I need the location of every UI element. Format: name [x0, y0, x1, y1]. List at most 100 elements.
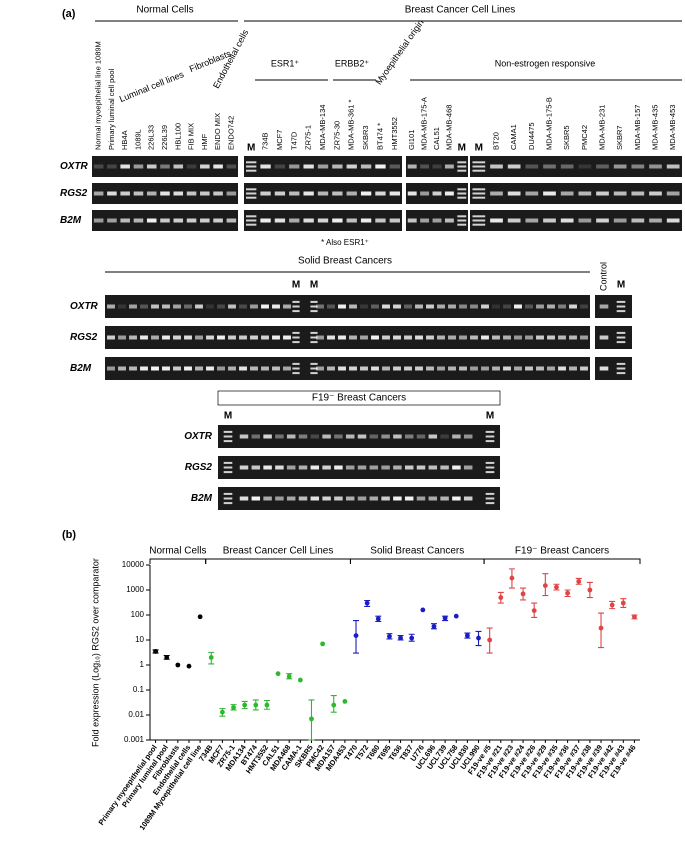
gel-band [452, 434, 461, 439]
ladder-band [457, 219, 467, 222]
gel-band [93, 191, 104, 196]
gel-background [470, 156, 682, 177]
ladder-band [223, 471, 233, 474]
data-point [309, 716, 314, 722]
data-point [164, 655, 170, 660]
gel-band [596, 218, 609, 223]
gel-band [613, 191, 627, 196]
gel-band [407, 218, 417, 223]
ladder-band [472, 165, 486, 168]
data-point [565, 590, 571, 596]
data-point [520, 591, 526, 597]
gel-band [599, 304, 609, 309]
gel-band [346, 218, 357, 223]
ladder-band [310, 372, 318, 375]
ladder-band [223, 440, 233, 443]
gel-band [558, 335, 566, 340]
gel-band [195, 366, 203, 371]
gel-band [543, 191, 556, 196]
gel-band [140, 366, 148, 371]
gel-band [440, 434, 449, 439]
lane-label: MDA-MB-134 [318, 105, 327, 150]
panel-label: (a) [62, 8, 76, 20]
gel-band [631, 218, 645, 223]
gel-band [303, 218, 314, 223]
gel-band [272, 335, 280, 340]
marker-label: M [486, 411, 494, 422]
gel-band [448, 304, 456, 309]
gel-band [357, 434, 367, 439]
gel-band [631, 191, 645, 196]
gel-band [217, 366, 225, 371]
lane-label: 734B [261, 132, 270, 150]
gel-band [322, 496, 331, 501]
ladder-band [485, 502, 495, 505]
gel-band [274, 218, 286, 223]
gel-band [525, 164, 539, 169]
gel-band [440, 465, 449, 470]
group-label: F19⁻ Breast Cancers [515, 546, 609, 557]
data-point [275, 671, 281, 677]
subgroup-header: Luminal cell lines [118, 69, 186, 104]
gel-band [140, 304, 148, 309]
lane-label: Primary luminal cell pool [107, 68, 116, 150]
gel-band [107, 218, 117, 223]
ladder-band [310, 362, 318, 365]
data-point [542, 583, 548, 588]
ladder-band [223, 435, 233, 438]
gel-band [151, 366, 159, 371]
gel-band [459, 304, 467, 309]
gel-band [381, 434, 390, 439]
gel-band [327, 335, 335, 340]
marker-label: M [458, 143, 466, 154]
gel-band [470, 366, 478, 371]
y-tick-label: 1000 [126, 585, 144, 594]
lane-label: MDA-MB-453 [668, 105, 677, 150]
ladder-band [616, 372, 626, 375]
gel-band [338, 304, 346, 309]
gel-background [595, 357, 632, 380]
lane-label: MDA-MB-175-B [544, 97, 553, 150]
data-point [487, 637, 493, 643]
gel-band [507, 191, 521, 196]
gel-band [369, 465, 379, 470]
ladder-band [310, 305, 318, 308]
gel-band [107, 304, 115, 309]
gel-band [382, 366, 390, 371]
gel-band [463, 434, 473, 439]
y-tick-label: 0.01 [128, 710, 144, 719]
ladder-band [292, 341, 300, 344]
gel-band [492, 366, 500, 371]
gel-band [452, 496, 461, 501]
gel-band [151, 335, 159, 340]
gel-band [160, 218, 170, 223]
gel-band [345, 465, 355, 470]
ladder-band [246, 161, 257, 164]
gel-band [151, 304, 159, 309]
gel-band [369, 434, 379, 439]
gel-band [195, 304, 203, 309]
gel-band [213, 218, 223, 223]
gel-band [217, 335, 225, 340]
gel-band [261, 335, 269, 340]
ladder-band [457, 196, 467, 199]
lane-label: MDA-MB-231 [597, 105, 606, 150]
gel-band [580, 335, 588, 340]
ladder-band [292, 362, 300, 365]
gel-background [105, 326, 590, 349]
gel-band [490, 191, 503, 196]
gel-band [536, 335, 544, 340]
gel-band [200, 218, 210, 223]
gel-band [547, 366, 555, 371]
gel-band [599, 335, 609, 340]
gel-band [407, 164, 417, 169]
gel-band [162, 335, 170, 340]
data-point [409, 635, 415, 641]
gel-band [310, 496, 320, 501]
gel-band [275, 496, 284, 501]
data-point [509, 575, 515, 581]
gel-band [371, 304, 379, 309]
gel-background [92, 156, 238, 177]
row-label: OXTR [184, 431, 213, 442]
